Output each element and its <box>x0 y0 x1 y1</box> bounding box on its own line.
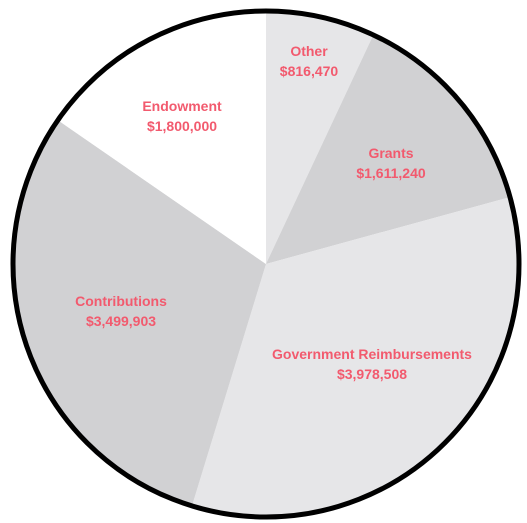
pie-slices <box>12 11 519 518</box>
pie-labels: Other $816,470 Grants $1,611,240 Government … <box>75 43 472 382</box>
slice-name-label: Other <box>290 43 328 59</box>
slice-value-label: $1,800,000 <box>147 118 217 134</box>
pie-slice-other <box>266 11 374 264</box>
slice-name-label: Endowment <box>142 98 222 114</box>
slice-value-label: $816,470 <box>280 63 339 79</box>
slice-name-label: Government Reimbursements <box>272 346 472 362</box>
slice-value-label: $1,611,240 <box>356 165 426 181</box>
pie-slice-government-reimbursements <box>191 197 519 518</box>
slice-value-label: $3,978,508 <box>337 366 407 382</box>
slice-value-label: $3,499,903 <box>86 313 156 329</box>
slice-name-label: Contributions <box>75 293 167 309</box>
slice-name-label: Grants <box>368 145 413 161</box>
pie-slice-contributions <box>12 120 266 506</box>
pie-slice-endowment <box>57 11 266 264</box>
pie-outline <box>10 8 522 520</box>
